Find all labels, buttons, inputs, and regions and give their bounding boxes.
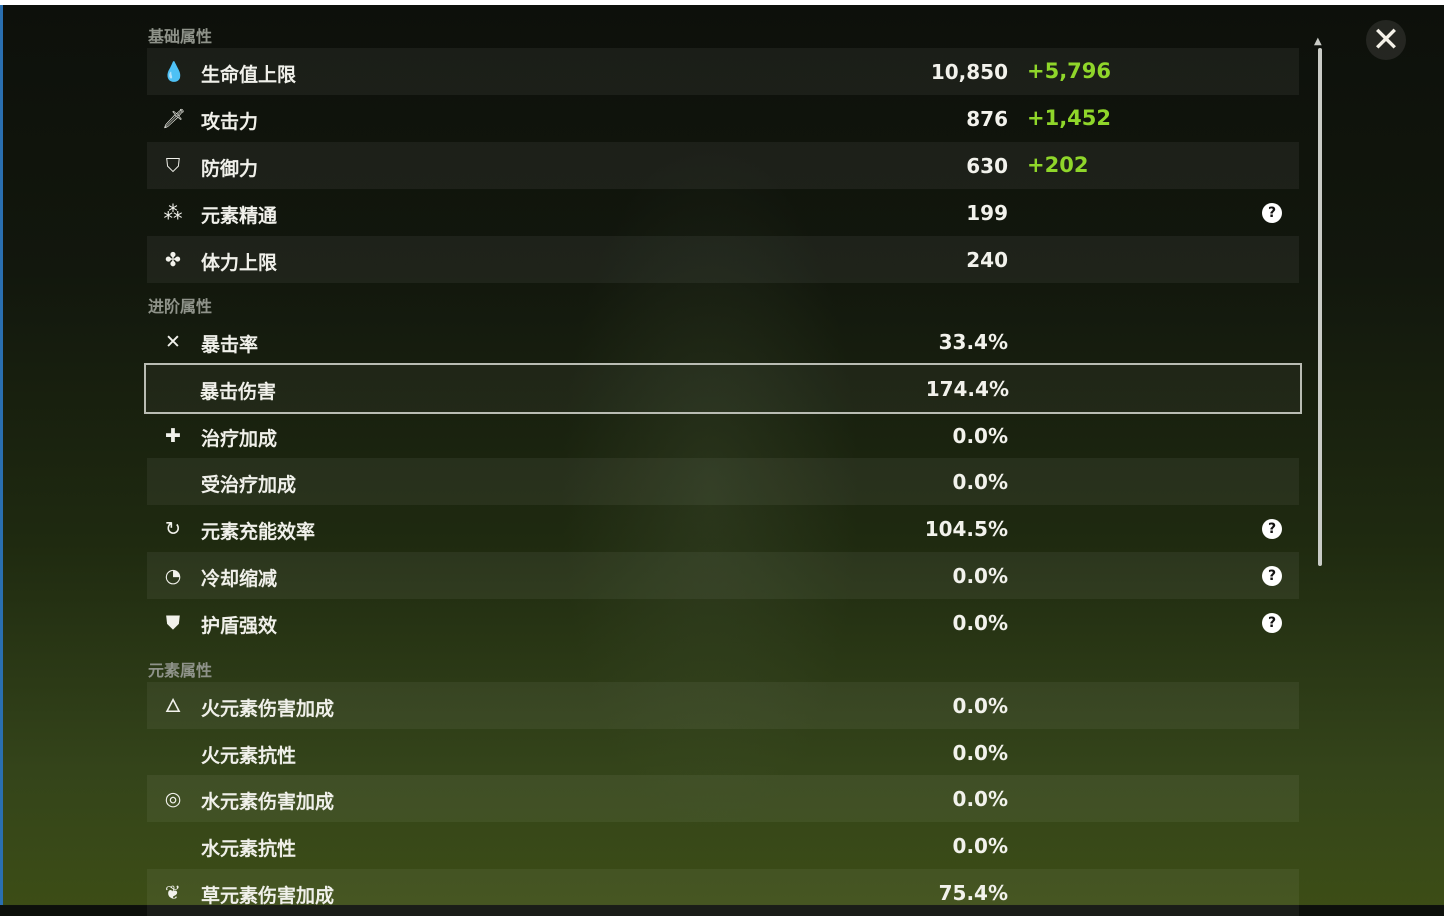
stat-value: 174.4%	[925, 377, 1009, 401]
stat-value: 0.0%	[952, 611, 1008, 635]
healing-cross-icon: ✚	[165, 425, 181, 447]
hp-drop-icon: 💧	[162, 61, 186, 83]
stat-row[interactable]: ⛊ 护盾强效 0.0%?	[147, 599, 1299, 646]
stat-row[interactable]: 受治疗加成 0.0%	[147, 458, 1299, 505]
stat-label: 元素充能效率	[201, 521, 316, 543]
stat-row[interactable]: ✕ 暴击率 33.4%	[147, 318, 1299, 365]
stat-value: 0.0%	[952, 741, 1008, 765]
window-top-bar	[0, 0, 1444, 5]
stat-bonus: +202	[1027, 153, 1089, 177]
stat-row[interactable]: 💧 生命值上限 10,850 +5,796	[147, 48, 1299, 95]
stat-label: 水元素伤害加成	[201, 791, 335, 813]
help-icon[interactable]: ?	[1262, 203, 1282, 223]
help-icon[interactable]: ?	[1262, 519, 1282, 539]
pyro-icon: 🜂	[164, 695, 182, 717]
window-left-edge	[0, 5, 3, 905]
help-icon[interactable]: ?	[1262, 613, 1282, 633]
stamina-icon: ✤	[165, 249, 181, 271]
stat-label: 水元素抗性	[201, 838, 297, 860]
stat-row[interactable]: ✚ 治疗加成 0.0%	[147, 412, 1299, 459]
stat-value: 199	[966, 201, 1008, 225]
stat-row[interactable]: ⛉ 防御力 630 +202	[147, 142, 1299, 189]
stat-label: 火元素伤害加成	[201, 698, 335, 720]
stat-value: 240	[966, 248, 1008, 272]
stat-label: 防御力	[201, 158, 259, 180]
elemental-mastery-icon: ⁂	[163, 202, 183, 224]
stat-value: 0.0%	[952, 424, 1008, 448]
character-silhouette	[560, 140, 860, 840]
stat-row[interactable]: 🜂 火元素伤害加成 0.0%	[147, 682, 1299, 729]
stat-value: 104.5%	[924, 517, 1008, 541]
stat-label: 火元素抗性	[201, 745, 297, 767]
section-basic-attributes: 基础属性	[148, 27, 213, 46]
stat-row[interactable]: ❦ 草元素伤害加成 75.4%	[147, 869, 1299, 916]
stat-value: 0.0%	[952, 470, 1008, 494]
stat-row[interactable]: 暴击伤害 174.4%	[144, 363, 1302, 414]
scroll-up-arrow-icon[interactable]: ▲	[1314, 36, 1322, 47]
shield-strength-icon: ⛊	[165, 612, 181, 634]
shield-icon: ⛉	[165, 155, 181, 177]
stat-label: 暴击伤害	[200, 381, 277, 403]
stat-bonus: +1,452	[1027, 106, 1112, 130]
stat-label: 攻击力	[201, 111, 259, 133]
stat-row[interactable]: ✤ 体力上限 240	[147, 236, 1299, 283]
scrollbar[interactable]	[1318, 48, 1322, 566]
stat-row[interactable]: 火元素抗性 0.0%	[147, 729, 1299, 776]
stat-row[interactable]: 🗡 攻击力 876 +1,452	[147, 95, 1299, 142]
close-icon[interactable]: ✕	[1366, 20, 1406, 60]
stat-row[interactable]: ⁂ 元素精通 199?	[147, 189, 1299, 236]
stat-value: 876	[966, 107, 1008, 131]
stat-value: 0.0%	[952, 834, 1008, 858]
help-icon[interactable]: ?	[1262, 566, 1282, 586]
stat-value: 0.0%	[952, 694, 1008, 718]
stat-row[interactable]: ↻ 元素充能效率 104.5%?	[147, 505, 1299, 552]
stat-label: 暴击率	[201, 334, 259, 356]
stat-row[interactable]: ◎ 水元素伤害加成 0.0%	[147, 775, 1299, 822]
dendro-icon: ❦	[165, 882, 181, 904]
stat-value: 75.4%	[938, 881, 1008, 905]
stat-value: 33.4%	[938, 330, 1008, 354]
stat-label: 受治疗加成	[201, 474, 297, 496]
stat-bonus: +5,796	[1027, 59, 1112, 83]
stat-label: 冷却缩减	[201, 568, 278, 590]
stat-value: 0.0%	[952, 787, 1008, 811]
stat-value: 630	[966, 154, 1008, 178]
crit-rate-icon: ✕	[165, 331, 181, 353]
stat-label: 治疗加成	[201, 428, 278, 450]
stat-label: 生命值上限	[201, 64, 297, 86]
stat-label: 体力上限	[201, 252, 278, 274]
stat-label: 草元素伤害加成	[201, 885, 335, 907]
energy-recharge-icon: ↻	[165, 518, 181, 540]
crit-dmg-icon	[161, 378, 183, 400]
stat-value: 0.0%	[952, 564, 1008, 588]
hydro-icon: ◎	[164, 788, 182, 810]
section-advanced-attributes: 进阶属性	[148, 297, 213, 316]
cooldown-icon: ◔	[164, 565, 182, 587]
stat-label: 护盾强效	[201, 615, 278, 637]
stat-row[interactable]: ◔ 冷却缩减 0.0%?	[147, 552, 1299, 599]
sword-icon: 🗡	[162, 108, 187, 130]
stat-row[interactable]: 水元素抗性 0.0%	[147, 822, 1299, 869]
section-elemental-attributes: 元素属性	[148, 661, 213, 680]
stat-label: 元素精通	[201, 205, 278, 227]
stat-value: 10,850	[930, 60, 1008, 84]
